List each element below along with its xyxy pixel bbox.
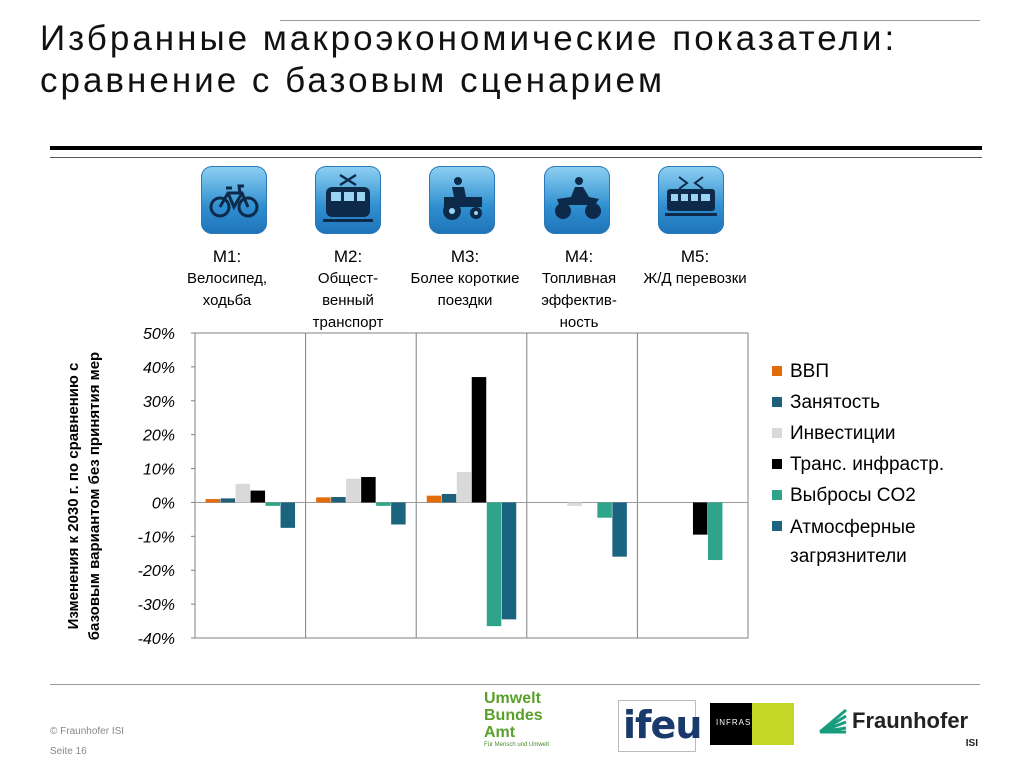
measure-name: Ж/Д перевозки <box>643 270 747 287</box>
title-rule-thin <box>50 157 982 158</box>
infras-text: INFRAS <box>716 718 752 727</box>
legend-swatch <box>772 521 782 531</box>
title-rule-thick <box>50 146 982 150</box>
fraunhofer-text: Fraunhofer <box>852 708 969 733</box>
ifeu-logo: ifeu <box>618 700 702 752</box>
y-tick-label: 20% <box>142 428 175 445</box>
y-tick-label: 30% <box>143 394 175 411</box>
legend-label: Выбросы CO2 <box>790 485 916 506</box>
bar <box>331 497 346 503</box>
legend-item: Выбросы CO2 <box>770 482 1000 513</box>
y-tick-label: -30% <box>138 597 175 614</box>
legend-swatch <box>772 459 782 469</box>
y-tick-label: -10% <box>138 529 175 546</box>
measure-code: M5: <box>680 247 710 266</box>
quad-bike-icon <box>544 166 610 234</box>
bar <box>426 495 442 503</box>
measure-label-m4: M4: Топливная эффектив-ность <box>524 246 634 334</box>
bar <box>250 490 266 503</box>
legend-label: Транс. инфрастр. <box>790 454 945 475</box>
plot-frame <box>194 332 749 639</box>
copyright: © Fraunhofer ISI <box>50 726 125 737</box>
measure-label-m5: M5: Ж/Д перевозки <box>640 246 750 290</box>
measure-name: Велосипед, ходьба <box>186 270 268 309</box>
measure-name: Более короткие поездки <box>410 270 520 309</box>
bar <box>486 502 502 627</box>
measure-label-m2: M2: Общест-венный транспорт <box>293 246 403 334</box>
bar <box>220 498 236 503</box>
legend-swatch <box>772 428 782 438</box>
measure-label-m1: M1: Велосипед, ходьба <box>172 246 282 312</box>
legend-item: Занятость <box>770 389 1000 420</box>
uba-subtitle: Für Mensch und Umwelt <box>484 742 550 748</box>
bar <box>471 377 487 503</box>
bar <box>391 502 406 525</box>
bar <box>456 471 472 503</box>
legend-swatch <box>772 366 782 376</box>
bar <box>280 502 296 528</box>
bar <box>235 483 251 503</box>
y-tick-label: 40% <box>143 360 175 377</box>
page-number: Seite 16 <box>50 746 87 757</box>
measure-code: M2: <box>333 247 363 266</box>
train-icon <box>658 166 724 234</box>
measure-code: M1: <box>212 247 242 266</box>
legend-label: ВВП <box>790 361 830 382</box>
y-tick-label: 0% <box>152 495 175 512</box>
bar <box>612 502 627 557</box>
infras-logo: INFRAS <box>710 703 794 745</box>
tram-icon <box>315 166 381 234</box>
tractor-icon <box>429 166 495 234</box>
bar <box>441 493 457 503</box>
legend-label: Занятость <box>790 392 880 413</box>
legend-swatch <box>772 490 782 500</box>
uba-line: Bundes <box>484 707 543 724</box>
fraunhofer-subtitle: ISI <box>965 738 978 749</box>
bar <box>205 499 221 503</box>
fraunhofer-mark-icon <box>819 708 847 734</box>
measure-code: M3: <box>450 247 480 266</box>
legend-item: Транс. инфрастр. <box>770 451 1000 482</box>
bar <box>707 502 723 561</box>
legend-label: Инвестиции <box>790 423 896 444</box>
legend-swatch <box>772 397 782 407</box>
ifeu-text: ifeu <box>623 703 702 747</box>
bar <box>265 502 281 506</box>
measure-name: Топливная эффектив-ность <box>541 270 617 331</box>
bar <box>376 502 391 506</box>
uba-logo: Umwelt Bundes Amt Für Mensch und Umwelt <box>484 690 554 749</box>
legend-label: Атмосферные загрязнители <box>790 517 916 567</box>
y-tick-label: 50% <box>143 326 175 343</box>
bar <box>692 502 708 535</box>
y-tick-label: 10% <box>143 462 175 479</box>
legend-item: ВВП <box>770 358 1000 389</box>
bar <box>346 478 361 503</box>
top-rule <box>280 20 980 21</box>
y-tick-label: -40% <box>138 631 175 648</box>
footer-text: © Fraunhofer ISI Seite 16 <box>50 722 124 762</box>
uba-line: Amt <box>484 724 516 741</box>
measure-name: Общест-венный транспорт <box>312 270 384 331</box>
legend-item: Атмосферные загрязнители <box>770 513 1000 573</box>
bar <box>501 502 517 620</box>
bar <box>567 502 582 506</box>
page-title: Избранные макроэкономические показатели:… <box>40 19 898 100</box>
bar <box>361 477 376 503</box>
measure-label-m3: M3: Более короткие поездки <box>410 246 520 312</box>
bar <box>597 502 612 518</box>
y-tick-label: -20% <box>138 563 175 580</box>
measure-code: M4: <box>564 247 594 266</box>
bar <box>316 497 331 503</box>
bicycle-icon <box>201 166 267 234</box>
uba-line: Umwelt <box>484 690 541 707</box>
footer-rule <box>50 684 980 685</box>
chart-legend: ВВП Занятость Инвестиции Транс. инфрастр. Вы… <box>770 358 1000 573</box>
fraunhofer-logo: Fraunhofer ISI <box>818 706 982 752</box>
legend-item: Инвестиции <box>770 420 1000 451</box>
